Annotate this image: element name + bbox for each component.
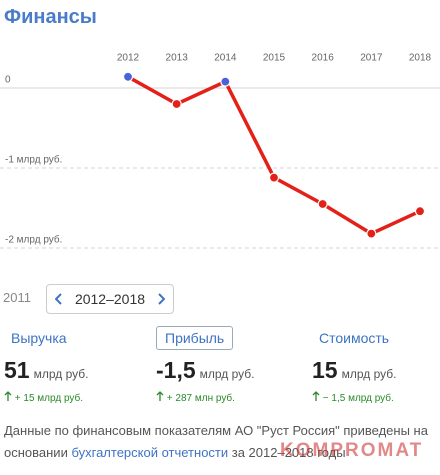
data-line bbox=[126, 75, 422, 236]
period-selector: 2012–2018 bbox=[46, 284, 174, 314]
metric-change: − 1,5 млрд руб. bbox=[322, 393, 394, 404]
metric-unit: млрд руб. bbox=[33, 367, 89, 381]
x-tick-label: 2016 bbox=[312, 53, 335, 64]
metric-tab[interactable]: Стоимость bbox=[319, 330, 390, 346]
up-arrow bbox=[4, 391, 12, 401]
period-range: 2012–2018 bbox=[74, 291, 146, 307]
section-title: Финансы bbox=[4, 6, 97, 28]
metric-value-row: 15 млрд руб. bbox=[312, 357, 396, 384]
data-point bbox=[171, 98, 182, 110]
next-arrow[interactable] bbox=[157, 293, 165, 305]
metric-unit: млрд руб. bbox=[199, 367, 255, 381]
metric-value-row: 51 млрд руб. bbox=[4, 357, 88, 384]
metric-change-row: − 1,5 млрд руб. bbox=[312, 391, 394, 404]
y-tick-label: 0 bbox=[5, 75, 11, 86]
y-tick-label: -1 млрд руб. bbox=[5, 154, 62, 166]
prev-arrow[interactable] bbox=[55, 293, 63, 305]
footnote: Данные по финансовым показателям АО "Рус… bbox=[4, 420, 440, 464]
metric-value: 15 bbox=[312, 357, 338, 383]
x-tick-label: 2014 bbox=[214, 53, 237, 64]
metric-value: 51 bbox=[4, 357, 30, 383]
report-link[interactable]: бухгалтерской отчетности bbox=[71, 445, 229, 460]
up-arrow bbox=[156, 391, 164, 401]
data-point bbox=[220, 76, 231, 87]
x-tick-label: 2018 bbox=[409, 53, 432, 64]
up-arrow bbox=[312, 391, 320, 401]
x-tick-label: 2017 bbox=[360, 53, 383, 64]
footnote-text: за 2012–2018 годы bbox=[228, 445, 346, 460]
metric-change-row: + 15 млрд руб. bbox=[4, 391, 83, 404]
metric-tab[interactable]: Прибыль bbox=[156, 326, 234, 350]
watermark: KOMPROMAT bbox=[280, 440, 424, 461]
data-point bbox=[122, 71, 134, 82]
metric-value: -1,5 bbox=[156, 357, 196, 383]
metric-change: + 15 млрд руб. bbox=[14, 393, 84, 404]
metric-value-row: -1,5 млрд руб. bbox=[156, 357, 255, 384]
y-tick-label: -2 млрд руб. bbox=[5, 234, 62, 246]
data-point bbox=[268, 172, 280, 183]
previous-period[interactable]: 2011 bbox=[3, 290, 31, 305]
metric-unit: млрд руб. bbox=[341, 367, 397, 381]
data-point bbox=[317, 198, 328, 210]
x-tick-label: 2012 bbox=[117, 53, 140, 64]
metric-change: + 287 млн руб. bbox=[166, 393, 235, 404]
footnote-text: Данные по финансовым показателям АО "Рус… bbox=[4, 423, 428, 460]
x-tick-label: 2015 bbox=[263, 53, 286, 64]
data-point bbox=[366, 228, 377, 239]
chart: 2012 2013 2014 2015 2016 2017 2018 0 -1 млрд руб… bbox=[0, 53, 440, 249]
metric-change-row: + 287 млн руб. bbox=[156, 391, 235, 404]
metric-tab[interactable]: Выручка bbox=[11, 330, 67, 346]
data-point bbox=[414, 206, 426, 217]
x-tick-label: 2013 bbox=[166, 53, 189, 64]
